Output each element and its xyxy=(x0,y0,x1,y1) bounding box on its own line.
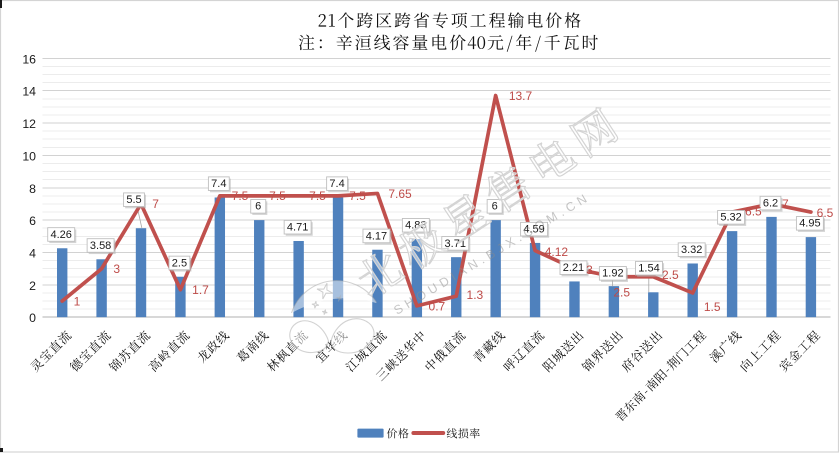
svg-text:5.32: 5.32 xyxy=(720,212,741,224)
svg-text:1.3: 1.3 xyxy=(467,288,484,302)
svg-text:1.92: 1.92 xyxy=(602,268,623,280)
svg-text:4.17: 4.17 xyxy=(366,230,387,242)
svg-text:1.7: 1.7 xyxy=(192,283,209,297)
svg-text:7.4: 7.4 xyxy=(211,178,226,190)
svg-text:4.59: 4.59 xyxy=(523,224,544,236)
svg-text:7.65: 7.65 xyxy=(388,187,412,201)
svg-text:14: 14 xyxy=(22,85,36,99)
svg-text:6: 6 xyxy=(492,201,498,213)
svg-text:4.26: 4.26 xyxy=(50,229,71,241)
svg-text:6.2: 6.2 xyxy=(763,197,778,209)
svg-text:4.12: 4.12 xyxy=(545,245,569,259)
svg-text:6: 6 xyxy=(29,214,36,228)
svg-text:1.5: 1.5 xyxy=(704,300,721,314)
svg-text:7.5: 7.5 xyxy=(349,189,366,203)
svg-text:4.71: 4.71 xyxy=(287,222,308,234)
svg-text:2.21: 2.21 xyxy=(563,262,584,274)
svg-text:7.5: 7.5 xyxy=(309,189,326,203)
svg-text:7.4: 7.4 xyxy=(329,178,344,190)
svg-text:7: 7 xyxy=(782,197,789,211)
svg-text:3: 3 xyxy=(113,262,120,276)
svg-text:2.5: 2.5 xyxy=(662,268,679,282)
svg-text:7.5: 7.5 xyxy=(269,189,286,203)
svg-text:0: 0 xyxy=(29,311,36,325)
svg-text:7.5: 7.5 xyxy=(232,189,249,203)
svg-text:3.32: 3.32 xyxy=(681,244,702,256)
svg-text:4: 4 xyxy=(29,247,36,261)
svg-text:6.5: 6.5 xyxy=(817,206,834,220)
svg-text:8: 8 xyxy=(29,182,36,196)
svg-text:6.5: 6.5 xyxy=(745,205,762,219)
svg-text:13.7: 13.7 xyxy=(509,89,533,103)
svg-text:4.83: 4.83 xyxy=(405,220,426,232)
svg-text:1: 1 xyxy=(74,294,81,308)
svg-text:7: 7 xyxy=(152,197,159,211)
svg-text:16: 16 xyxy=(22,52,36,66)
svg-text:2.5: 2.5 xyxy=(613,286,630,300)
svg-text:6: 6 xyxy=(255,201,261,213)
svg-text:3: 3 xyxy=(586,263,593,277)
svg-text:10: 10 xyxy=(22,149,36,163)
svg-text:2.5: 2.5 xyxy=(172,257,187,269)
svg-text:4.95: 4.95 xyxy=(799,218,820,230)
svg-text:3.58: 3.58 xyxy=(90,240,111,252)
svg-text:0.7: 0.7 xyxy=(429,300,446,314)
svg-text:2: 2 xyxy=(29,279,36,293)
svg-text:12: 12 xyxy=(22,117,36,131)
svg-text:1.54: 1.54 xyxy=(638,263,659,275)
svg-text:5.5: 5.5 xyxy=(126,194,141,206)
